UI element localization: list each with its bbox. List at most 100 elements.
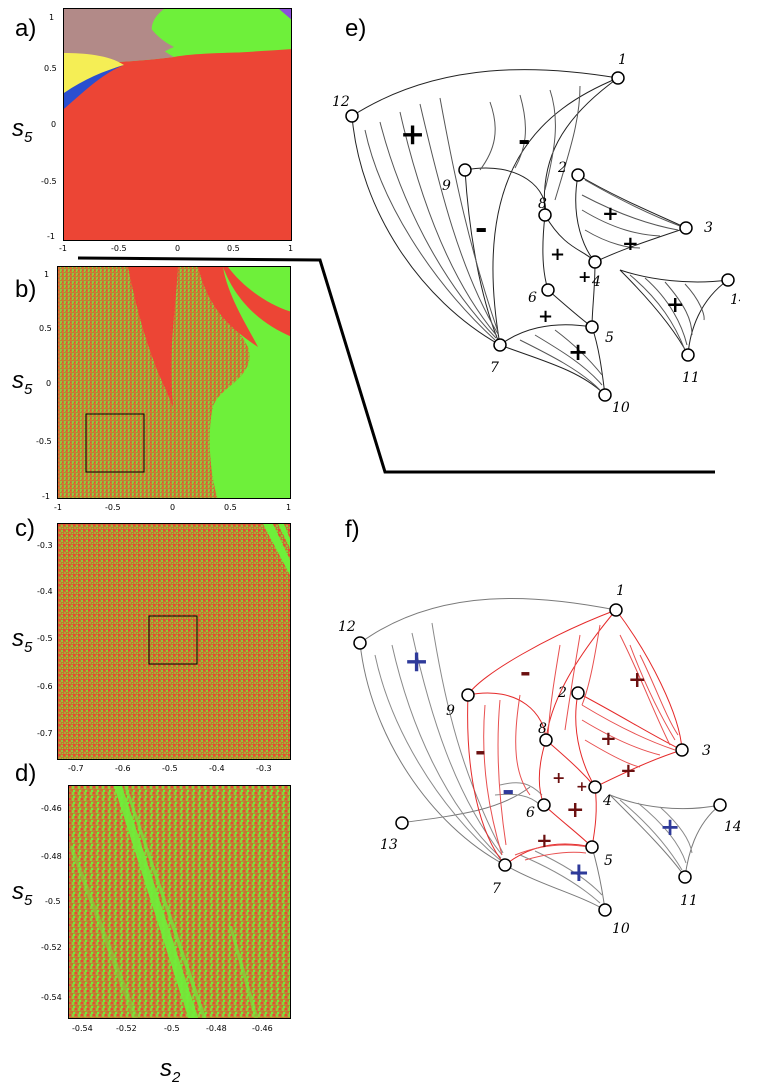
- tick-b-x1: -0.5: [105, 503, 121, 512]
- tick-c-x1: -0.6: [115, 764, 131, 773]
- region-red-b2: [198, 267, 258, 347]
- node-f-11: [678, 870, 692, 884]
- node-label-f-10: 10: [612, 921, 630, 937]
- hatch-f-red-mid: [581, 704, 676, 768]
- edge-f-12-1: [359, 597, 617, 644]
- edge-e-3-4: [594, 227, 687, 263]
- sign-f-1: -: [520, 658, 531, 688]
- sign-e-7: +: [568, 337, 588, 366]
- edge-f-1-8: [545, 609, 617, 741]
- node-e-5: [585, 320, 599, 334]
- tick-a-x4: 1: [288, 244, 294, 253]
- region-green-b: [178, 267, 290, 498]
- node-e-2: [571, 168, 585, 182]
- plot-b: [57, 266, 291, 499]
- edge-e-6-5: [547, 289, 593, 328]
- node-label-f-4: 4: [602, 793, 612, 809]
- node-label-f-3: 3: [702, 743, 711, 759]
- stripe-d2: [124, 786, 207, 1018]
- node-f-10: [598, 903, 612, 917]
- node-label-e-2: 2: [557, 160, 567, 176]
- hatch-e-far: [629, 274, 705, 351]
- node-label-f-6: 6: [526, 805, 535, 821]
- edge-f-14-11: [684, 804, 721, 878]
- sign-f-8: -: [502, 773, 514, 808]
- tick-c-y3: -0.6: [37, 682, 53, 691]
- edge-e-7-10: [499, 344, 606, 396]
- node-f-1: [609, 603, 623, 617]
- tick-a-y0: 1: [49, 13, 55, 22]
- tick-a-x2: 0: [175, 244, 181, 253]
- plot-b-svg: [58, 267, 290, 498]
- tick-b-x0: -1: [54, 503, 62, 512]
- node-label-f-5: 5: [604, 853, 613, 869]
- edge-f-2-4: [575, 692, 596, 788]
- node-label-f-1: 1: [616, 583, 625, 599]
- region-blue-a: [64, 65, 124, 109]
- edge-e-9-7: [464, 169, 501, 346]
- region-noise-c: [58, 524, 290, 759]
- zoom-box-b: [85, 413, 145, 473]
- sign-e-4: +: [550, 244, 565, 265]
- node-f-14: [713, 798, 727, 812]
- edge-e-14-11: [687, 279, 729, 356]
- panel-e-label: e): [345, 15, 367, 42]
- sign-e-3: -: [475, 211, 487, 246]
- node-e-8: [538, 208, 552, 222]
- tick-d-x4: -0.46: [252, 1024, 273, 1033]
- sign-f-3: +: [600, 726, 617, 750]
- stripe-d3: [69, 846, 139, 1018]
- edge-f-9-7: [467, 694, 506, 866]
- plot-a-svg: [64, 9, 291, 240]
- stripe-d4: [229, 926, 259, 1018]
- node-f-13: [395, 816, 409, 830]
- tick-d-y3: -0.52: [41, 943, 62, 952]
- edge-e-7-5: [499, 324, 593, 346]
- edge-e-9-8: [464, 167, 547, 216]
- tick-b-x2: 0: [170, 503, 176, 512]
- node-f-7: [498, 858, 512, 872]
- edge-e-2-4: [575, 174, 596, 263]
- edge-e-4-5: [591, 261, 596, 328]
- tick-a-x1: -0.5: [111, 244, 127, 253]
- tick-d-x2: -0.5: [164, 1024, 180, 1033]
- node-f-8: [539, 733, 553, 747]
- hatch-e-left: [364, 97, 499, 341]
- tick-c-x4: -0.3: [256, 764, 272, 773]
- hatch-f-red-left: [483, 624, 601, 856]
- edge-e-8-6: [542, 214, 549, 291]
- ylabel-c: s5: [12, 625, 33, 656]
- hatch-e-top: [479, 85, 581, 201]
- node-label-e-8: 8: [538, 196, 547, 212]
- sign-e-8: +: [666, 292, 684, 318]
- hatch-f-red-right: [619, 634, 679, 746]
- sign-e-6: +: [538, 306, 553, 327]
- sign-f-9: +: [536, 828, 553, 852]
- node-f-6: [537, 798, 551, 812]
- node-label-f-7: 7: [492, 881, 501, 897]
- sign-f-12: +: [576, 779, 588, 795]
- node-label-f-14: 14: [724, 819, 740, 835]
- sign-f-10: +: [568, 858, 590, 888]
- edge-f-7-10: [504, 864, 606, 911]
- edge-f-4-5: [591, 786, 597, 848]
- edge-f-3-4: [594, 749, 683, 788]
- node-label-e-14: 14: [730, 292, 740, 308]
- edge-f-x-11: [609, 794, 686, 878]
- region-mauve-a2: [64, 9, 174, 54]
- edge-f-13: [399, 786, 531, 824]
- sign-f-5: +: [552, 768, 565, 787]
- edge-f-2-3: [577, 692, 683, 751]
- hatch-e-right: [581, 179, 681, 249]
- panel-f-label: f): [345, 516, 360, 543]
- node-f-4: [588, 780, 602, 794]
- tick-c-x3: -0.4: [209, 764, 225, 773]
- edge-f-8-6: [538, 739, 547, 806]
- node-label-e-11: 11: [682, 370, 700, 386]
- edge-e-12-1: [351, 69, 619, 117]
- sign-e-1: -: [518, 123, 530, 158]
- ylabel-a: s5: [12, 115, 33, 146]
- ylabel-d: s5: [12, 878, 33, 909]
- tick-d-y2: -0.5: [45, 897, 61, 906]
